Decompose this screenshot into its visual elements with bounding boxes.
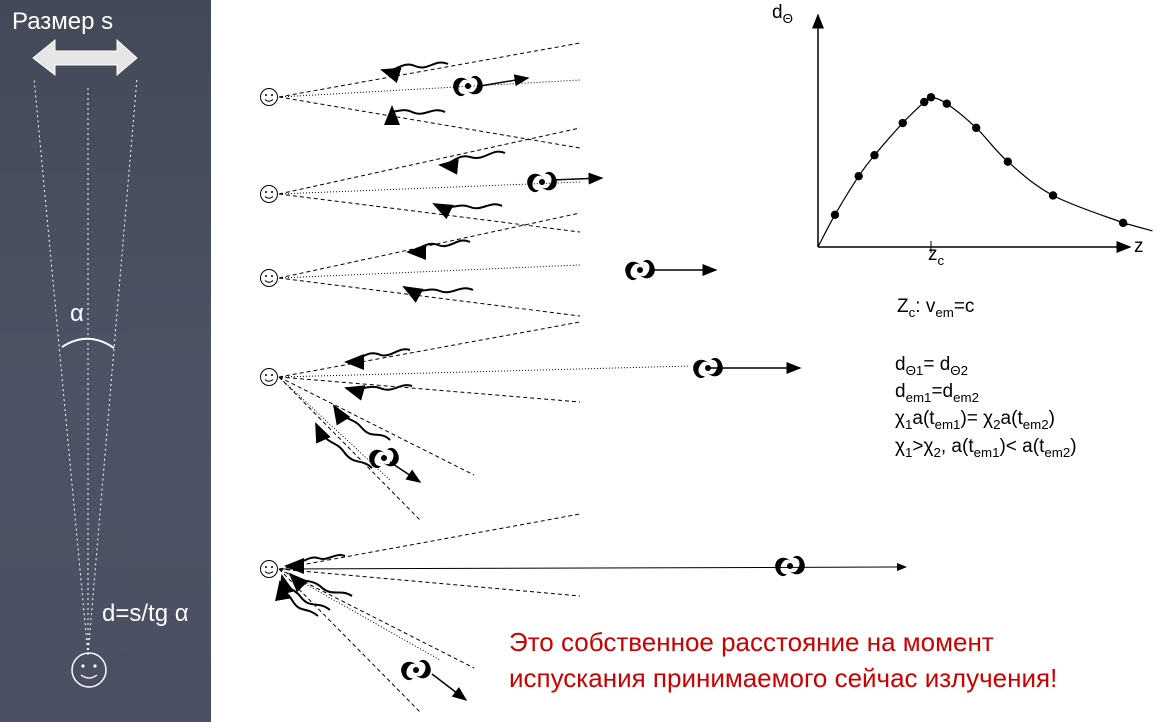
data-point	[830, 210, 840, 219]
observer-icon	[260, 88, 278, 106]
angular-size-diagram	[32, 38, 138, 688]
note-text: Это собственное расстояние на момент исп…	[509, 624, 1057, 696]
scenario-row-3	[260, 212, 718, 317]
data-point	[1048, 191, 1058, 200]
sight-line-right	[87, 77, 138, 656]
data-point	[920, 97, 929, 107]
data-point	[942, 99, 952, 108]
left-panel: Размер s α d=s/tg α	[0, 0, 211, 722]
size-arrow-icon	[32, 38, 138, 77]
formula-4: χ1>χ2, a(tem1)< a(tem2)	[895, 436, 1077, 460]
data-point	[1118, 218, 1128, 228]
distance-label: d=s/tg α	[102, 600, 189, 627]
fit-curve	[817, 96, 1153, 248]
scenario-row-4	[260, 321, 802, 521]
data-point	[898, 118, 907, 128]
formula-2: dem1=dem2	[895, 381, 979, 405]
chart-axes	[812, 13, 1132, 253]
data-point	[854, 171, 863, 181]
scenario-row-2	[260, 127, 604, 233]
note-line-2: испускания принимаемого сейчас излучения…	[509, 663, 1058, 693]
observer-smiley-icon	[71, 652, 107, 688]
note-line-1: Это собственное расстояние на момент	[509, 627, 994, 657]
data-point	[870, 151, 879, 160]
data-point	[972, 123, 981, 133]
formula-3: χ1a(tem1)= χ2a(tem2)	[895, 408, 1055, 432]
zc-definition: Zc: vem=c	[897, 296, 975, 320]
zc-tick-label: zc	[928, 244, 945, 268]
light-wave	[384, 105, 446, 126]
data-point	[1003, 157, 1013, 166]
angle-label: α	[70, 300, 84, 327]
size-label: Размер s	[12, 8, 114, 35]
angle-arc	[61, 337, 115, 349]
sight-line-left	[33, 77, 89, 656]
formula-1: dΘ1= dΘ2	[895, 354, 969, 378]
chart-points	[830, 93, 1128, 228]
scenario-row-5	[260, 513, 907, 713]
x-axis-label: z	[1134, 236, 1144, 257]
data-point	[926, 93, 936, 102]
scenario-row-1	[260, 42, 581, 149]
galaxy-icon	[453, 75, 483, 97]
light-wave	[380, 61, 449, 83]
y-axis-label: dΘ	[772, 2, 793, 26]
